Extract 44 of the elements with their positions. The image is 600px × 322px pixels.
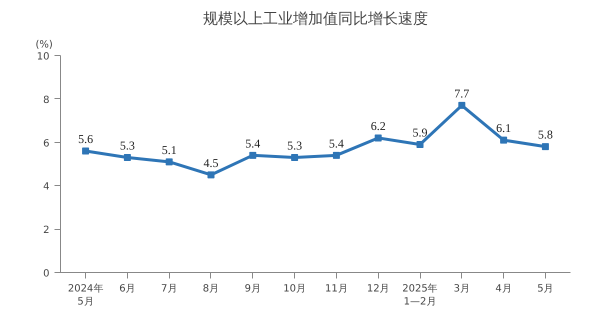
data-label: 7.7 [454,86,470,100]
x-tick-label: 7月 [161,284,178,294]
point [207,171,214,178]
data-label: 5.9 [412,125,428,140]
x-tick-label: 12月 [366,284,390,294]
point [291,154,298,161]
point [82,147,90,154]
x-tick-label: 10月 [283,284,306,294]
chart-title: 规模以上工业增加值同比增长速度 [203,10,428,28]
point [332,152,340,159]
point [374,134,382,142]
data-label: 4.5 [203,156,218,170]
x-tick-label: 8月 [202,284,220,294]
point [542,143,549,150]
y-tick-label: 8 [43,94,50,106]
point [166,158,173,166]
y-tick-label: 0 [43,268,50,280]
x-tick-label: 4月 [495,284,512,294]
y-tick-label: 2 [43,225,50,236]
y-tick-label: 4 [43,182,50,193]
x-tick-label: 3月 [454,284,470,294]
data-label: 5.1 [162,142,177,157]
data-label: 5.4 [328,136,344,150]
x-tick-label: 5月 [537,284,554,294]
x-tick-label: 6月 [119,284,136,294]
point [124,154,131,161]
y-axis-title: (%) [36,40,53,50]
data-label: 5.6 [78,132,94,146]
y-tick-label: 10 [36,52,50,62]
point [458,102,466,109]
point [416,140,424,148]
x-tick-label: 2025年 1—2月 [402,282,438,308]
x-tick-label: 11月 [325,284,348,294]
data-label: 5.3 [120,138,135,152]
data-label: 6.1 [496,121,512,136]
data-label: 5.4 [245,136,260,150]
point [500,136,508,144]
y-tick-label: 6 [43,138,50,150]
point [249,152,256,159]
data-label: 6.2 [370,118,386,133]
x-tick-label: 9月 [244,284,261,294]
x-tick-label: 2024年 5月 [68,282,104,308]
data-label: 5.8 [538,128,553,142]
data-label: 5.3 [287,138,302,152]
